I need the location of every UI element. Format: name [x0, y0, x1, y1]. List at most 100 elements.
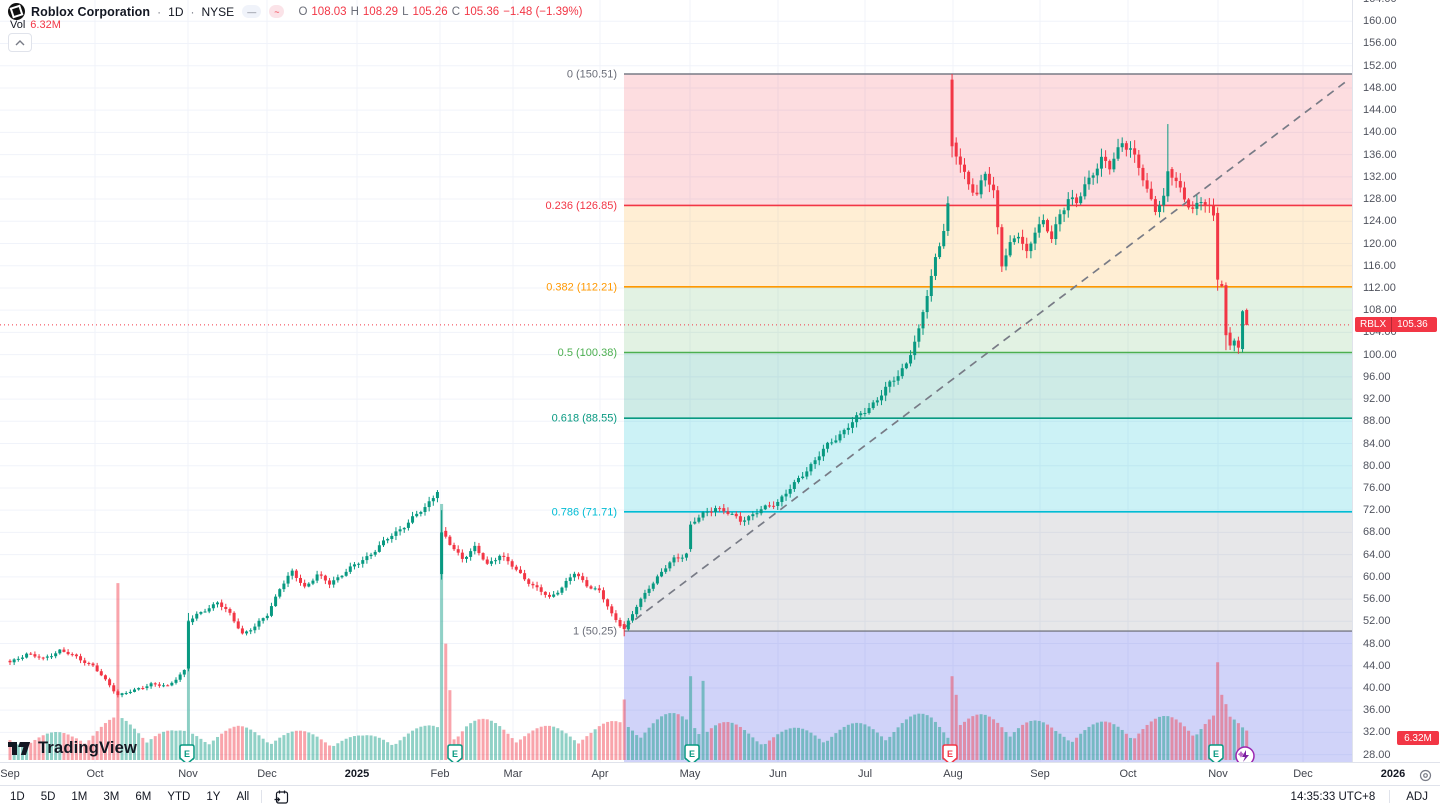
price-chart-pane[interactable]: 0 (150.51) 0.236 (126.85) 0.382 (112.21) 0.… — [0, 0, 1353, 762]
volume-bar — [411, 730, 415, 760]
candle-body — [913, 341, 917, 356]
volume-bar — [1195, 734, 1199, 760]
candle-body — [195, 613, 199, 619]
volume-bar — [718, 723, 722, 760]
earnings-marker-icon[interactable] — [684, 744, 700, 762]
volume-bar — [938, 726, 942, 760]
candle-body — [299, 577, 302, 583]
range-button-1m[interactable]: 1M — [71, 790, 88, 803]
volume-bar — [904, 719, 908, 760]
volume-bar — [269, 743, 273, 760]
volume-bar — [274, 740, 278, 760]
candle-body — [1141, 167, 1145, 181]
volume-bar — [70, 736, 74, 760]
candle-body — [116, 691, 120, 696]
interval-label[interactable]: 1D — [168, 4, 184, 19]
candle-body — [45, 656, 49, 658]
candle-body — [1087, 177, 1091, 185]
volume-bar — [738, 726, 742, 760]
candle-body — [66, 651, 70, 655]
symbol-legend[interactable]: Roblox Corporation · 1D · NYSE — ~ O 108.… — [8, 3, 582, 20]
axis-divider — [1352, 0, 1353, 785]
volume-bar — [1166, 716, 1170, 760]
earnings-marker-icon[interactable] — [447, 744, 463, 762]
price-axis[interactable]: 164.00 160.00 156.00 152.00 148.00 144.00 140.… — [1353, 0, 1440, 762]
volume-bar — [855, 722, 859, 760]
range-button-ytd[interactable]: YTD — [167, 790, 191, 803]
candle-body — [431, 498, 435, 502]
indicator-toggle-icon[interactable]: — — [242, 5, 262, 18]
volume-bar — [589, 732, 593, 760]
volume-bar — [398, 740, 402, 760]
volume-bar — [606, 721, 610, 760]
volume-bar — [382, 739, 385, 760]
candle-body — [967, 171, 971, 185]
range-button-3m[interactable]: 3M — [103, 790, 120, 803]
trend-line[interactable] — [623, 79, 1349, 629]
volume-bar — [153, 736, 157, 760]
volume-bar — [722, 722, 726, 760]
volume-bar — [216, 736, 219, 760]
volume-bar — [826, 740, 830, 760]
volume-bar — [423, 725, 427, 760]
candle-body — [182, 669, 186, 675]
price-tick-label: 136.00 — [1363, 148, 1397, 161]
go-to-date-button[interactable] — [266, 786, 297, 806]
candle-body — [660, 571, 664, 577]
candle-body — [1216, 212, 1220, 280]
volume-bar — [842, 726, 846, 760]
last-price-badge[interactable]: RBLX 105.36 — [1355, 317, 1437, 333]
time-tick-label: Jun — [769, 768, 787, 780]
earnings-marker-icon[interactable] — [942, 744, 958, 762]
volume-bar — [166, 730, 170, 760]
candle-body — [809, 464, 813, 472]
badge-price: 105.36 — [1397, 319, 1428, 331]
exchange-label[interactable]: NYSE — [201, 4, 235, 19]
candle-body — [888, 381, 892, 387]
volume-bar — [996, 722, 1000, 760]
earnings-marker-icon[interactable] — [179, 744, 195, 762]
toolbar-right: 14:35:33 UTC+8 ADJ — [1281, 790, 1440, 803]
range-button-5d[interactable]: 5D — [40, 790, 56, 803]
volume-bar — [469, 723, 473, 760]
volume-bar — [494, 723, 498, 760]
volume-bar — [1220, 694, 1224, 760]
symbol-title[interactable]: Roblox Corporation — [31, 4, 151, 19]
volume-bar — [386, 742, 390, 760]
volume-bar — [676, 714, 680, 760]
candle-body — [925, 296, 929, 313]
range-button-1y[interactable]: 1Y — [206, 790, 221, 803]
candle-body — [25, 653, 29, 658]
fib-level-label: 0.618 (88.55) — [552, 413, 617, 425]
price-tick-label: 40.00 — [1363, 681, 1391, 694]
session-clock[interactable]: 14:35:33 UTC+8 — [1290, 790, 1376, 803]
time-tick-label: Sep — [0, 768, 20, 780]
volume-bar — [1008, 736, 1012, 760]
candle-body — [390, 535, 394, 540]
range-button-1d[interactable]: 1D — [10, 790, 25, 803]
candle-body — [730, 513, 734, 515]
time-tick-label: Nov — [178, 768, 198, 780]
time-axis[interactable]: Sep Oct Nov Dec 2025 Feb Mar Apr May Jun Jul Aug Sep… — [0, 762, 1440, 786]
volume-bar — [1041, 722, 1045, 760]
adjusted-data-toggle[interactable]: ADJ — [1406, 790, 1428, 803]
volume-bar — [431, 725, 435, 760]
legend-collapse-button[interactable] — [8, 33, 32, 52]
wave-indicator-icon[interactable]: ~ — [269, 5, 285, 18]
candle-body — [801, 476, 805, 479]
range-button-6m[interactable]: 6M — [135, 790, 152, 803]
range-button-all[interactable]: All — [236, 790, 250, 803]
volume-bar — [1083, 730, 1087, 760]
volume-bar — [307, 732, 311, 760]
candle-body — [494, 560, 498, 562]
price-tick-label: 112.00 — [1363, 281, 1396, 294]
axis-settings-button[interactable] — [1414, 766, 1436, 784]
candle-body — [149, 683, 153, 687]
volume-bar — [199, 738, 203, 760]
volume-bar — [767, 740, 771, 760]
earnings-marker-icon[interactable] — [1208, 744, 1224, 762]
candle-body — [572, 573, 576, 578]
volume-bar — [1075, 737, 1079, 760]
fib-band — [624, 631, 1352, 762]
volume-bar — [54, 731, 58, 760]
